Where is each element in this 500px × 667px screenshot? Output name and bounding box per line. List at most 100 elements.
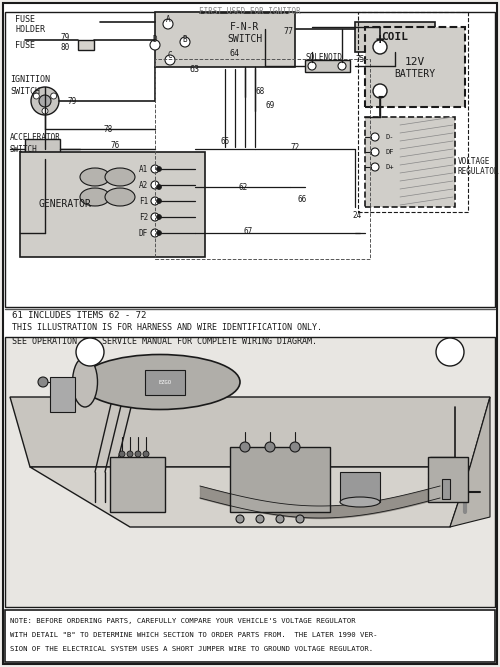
- Bar: [230, 447, 330, 512]
- Text: D-: D-: [385, 134, 394, 140]
- Text: C: C: [168, 51, 172, 59]
- Bar: [5, 12, 495, 307]
- Text: SWITCH: SWITCH: [10, 87, 40, 97]
- Text: 67: 67: [244, 227, 252, 235]
- Text: SWITCH: SWITCH: [228, 34, 262, 44]
- Circle shape: [119, 451, 125, 457]
- Text: 79: 79: [60, 33, 70, 41]
- Text: FUSE: FUSE: [15, 41, 35, 51]
- Text: IGNITION: IGNITION: [10, 75, 50, 85]
- Text: A: A: [166, 15, 170, 23]
- Text: FIRST USED FOR IGNITOR: FIRST USED FOR IGNITOR: [199, 7, 301, 16]
- Polygon shape: [30, 467, 470, 527]
- Text: ACCELERATOR: ACCELERATOR: [10, 133, 61, 141]
- Text: 63: 63: [190, 65, 200, 73]
- Circle shape: [50, 93, 56, 99]
- Text: 68: 68: [255, 87, 264, 97]
- Text: F2: F2: [139, 213, 148, 221]
- Bar: [340, 472, 380, 502]
- Circle shape: [151, 181, 159, 189]
- Text: REGULATOR: REGULATOR: [458, 167, 500, 177]
- Ellipse shape: [105, 188, 135, 206]
- Circle shape: [165, 55, 175, 65]
- Bar: [358, 12, 468, 212]
- Text: 66: 66: [297, 195, 306, 203]
- Bar: [25, 139, 60, 159]
- Circle shape: [42, 108, 48, 114]
- Text: A2: A2: [139, 181, 148, 189]
- Text: 80: 80: [60, 43, 70, 53]
- Circle shape: [373, 84, 387, 98]
- Text: +: +: [376, 33, 384, 47]
- Circle shape: [436, 338, 464, 366]
- Circle shape: [296, 515, 304, 523]
- Text: FUSE: FUSE: [15, 15, 35, 23]
- Text: 72: 72: [290, 143, 300, 151]
- Bar: [20, 152, 205, 257]
- Polygon shape: [450, 397, 490, 527]
- Circle shape: [256, 515, 264, 523]
- Text: SOLENOID: SOLENOID: [305, 53, 342, 61]
- Bar: [50, 377, 75, 412]
- Text: -: -: [375, 88, 385, 106]
- Polygon shape: [10, 397, 490, 467]
- Text: SEE OPERATION AND SERVICE MANUAL FOR COMPLETE WIRING DIAGRAM.: SEE OPERATION AND SERVICE MANUAL FOR COM…: [12, 336, 317, 346]
- Text: VOLTAGE: VOLTAGE: [458, 157, 490, 167]
- Circle shape: [151, 197, 159, 205]
- Bar: [442, 479, 450, 499]
- Text: 79: 79: [68, 97, 76, 107]
- Bar: [78, 40, 94, 50]
- Circle shape: [156, 167, 162, 171]
- Bar: [365, 27, 465, 107]
- Text: 61 INCLUDES ITEMS 62 - 72: 61 INCLUDES ITEMS 62 - 72: [12, 311, 146, 319]
- Ellipse shape: [80, 168, 110, 186]
- Bar: [428, 457, 468, 502]
- Circle shape: [371, 163, 379, 171]
- Text: 24: 24: [352, 211, 361, 219]
- Circle shape: [371, 133, 379, 141]
- Text: NOTE: BEFORE ORDERING PARTS, CAREFULLY COMPARE YOUR VEHICLE'S VOLTAGE REGULATOR: NOTE: BEFORE ORDERING PARTS, CAREFULLY C…: [10, 618, 356, 624]
- Text: BATTERY: BATTERY: [394, 69, 436, 79]
- Ellipse shape: [80, 354, 240, 410]
- Ellipse shape: [80, 188, 110, 206]
- Circle shape: [39, 95, 51, 107]
- Circle shape: [373, 40, 387, 54]
- Circle shape: [34, 93, 40, 99]
- Text: COIL: COIL: [382, 32, 408, 42]
- Bar: [305, 60, 350, 72]
- Text: F1: F1: [139, 197, 148, 205]
- Bar: [155, 12, 295, 67]
- Text: F-N-R: F-N-R: [230, 22, 260, 32]
- Text: 65: 65: [220, 137, 230, 147]
- Circle shape: [371, 148, 379, 156]
- Ellipse shape: [105, 168, 135, 186]
- Circle shape: [156, 185, 162, 189]
- Circle shape: [265, 442, 275, 452]
- Text: 78: 78: [104, 125, 112, 133]
- Circle shape: [31, 87, 59, 115]
- Text: 64: 64: [230, 49, 240, 57]
- Text: SION OF THE ELECTRICAL SYSTEM USES A SHORT JUMPER WIRE TO GROUND VOLTAGE REGULAT: SION OF THE ELECTRICAL SYSTEM USES A SHO…: [10, 646, 373, 652]
- Bar: [155, 59, 370, 259]
- Text: DF: DF: [385, 149, 394, 155]
- Circle shape: [240, 442, 250, 452]
- Bar: [145, 370, 185, 395]
- Circle shape: [127, 451, 133, 457]
- Circle shape: [156, 215, 162, 219]
- Bar: [365, 117, 455, 207]
- Text: B: B: [182, 35, 188, 43]
- Bar: [5, 610, 495, 662]
- Text: SWITCH: SWITCH: [10, 145, 38, 153]
- Circle shape: [151, 165, 159, 173]
- Bar: [110, 457, 165, 512]
- Circle shape: [76, 338, 104, 366]
- Circle shape: [143, 451, 149, 457]
- Text: D+: D+: [385, 164, 394, 170]
- Text: 12V: 12V: [405, 57, 425, 67]
- Text: B: B: [447, 347, 453, 357]
- Circle shape: [135, 451, 141, 457]
- Text: 76: 76: [110, 141, 120, 149]
- Text: HOLDER: HOLDER: [15, 25, 45, 33]
- Circle shape: [151, 213, 159, 221]
- Circle shape: [180, 37, 190, 47]
